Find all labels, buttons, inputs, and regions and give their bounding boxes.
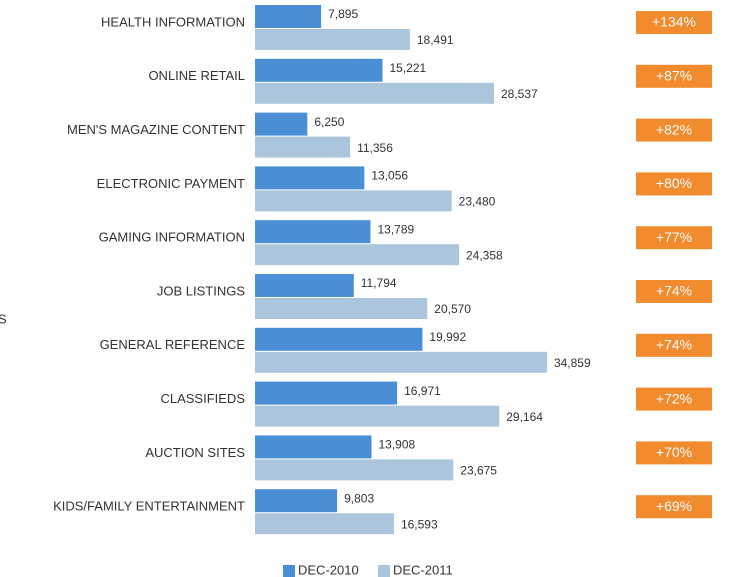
value-label: 11,356 <box>357 141 393 155</box>
bar <box>255 327 423 351</box>
value-label: 9,803 <box>344 491 374 505</box>
bar <box>255 112 308 136</box>
change-badge <box>636 387 712 411</box>
value-label: 20,570 <box>434 302 471 316</box>
value-label: 11,794 <box>361 276 397 290</box>
bar <box>255 29 410 50</box>
change-label: +69% <box>656 498 692 514</box>
bar <box>255 58 383 82</box>
value-label: 13,908 <box>378 438 415 452</box>
change-label: +134% <box>652 14 696 30</box>
change-label: +70% <box>656 444 692 460</box>
change-label: +74% <box>656 337 692 353</box>
value-label: 23,675 <box>460 464 497 478</box>
bar <box>255 136 351 158</box>
bar <box>255 489 338 513</box>
change-label: +72% <box>656 390 692 406</box>
change-label: +74% <box>656 283 692 299</box>
value-label: 16,593 <box>401 517 438 531</box>
bar <box>255 244 459 266</box>
legend-swatch <box>283 565 295 577</box>
value-label: 23,480 <box>459 195 496 209</box>
bar <box>255 405 500 427</box>
bar <box>255 166 365 190</box>
value-label: 13,056 <box>371 169 408 183</box>
change-badge <box>636 441 712 465</box>
change-label: +82% <box>656 121 692 137</box>
bar <box>255 220 371 244</box>
bar <box>255 381 398 405</box>
bar <box>255 5 322 28</box>
category-label: CLASSIFIEDS <box>160 391 245 406</box>
bar <box>255 274 354 297</box>
legend-label: DEC-2011 <box>393 562 453 577</box>
bar <box>255 513 394 535</box>
bar <box>255 82 494 104</box>
value-label: 6,250 <box>314 115 344 129</box>
change-badge <box>636 172 712 196</box>
category-label: MEN'S MAGAZINE CONTENT <box>67 122 245 137</box>
value-label: 28,537 <box>501 87 538 101</box>
change-badge <box>636 226 712 250</box>
category-label: JOB LISTINGS <box>157 283 245 298</box>
value-label: 7,895 <box>328 7 358 21</box>
category-label: AUCTION SITES <box>145 445 245 460</box>
value-label: 24,358 <box>466 248 503 262</box>
bar <box>255 351 547 373</box>
category-label: GAMING INFORMATION <box>99 230 245 245</box>
category-label: GENERAL REFERENCE <box>100 337 246 352</box>
change-badge <box>636 118 712 142</box>
category-label: HEALTH INFORMATION <box>101 14 245 29</box>
value-label: 18,491 <box>417 33 454 47</box>
value-label: 16,971 <box>404 384 441 398</box>
value-label: 19,992 <box>429 330 466 344</box>
change-label: +87% <box>656 68 692 84</box>
change-label: +80% <box>656 175 692 191</box>
legend-label: DEC-2010 <box>298 562 359 577</box>
category-label: KIDS/FAMILY ENTERTAINMENT <box>53 499 245 514</box>
value-label: 34,859 <box>554 356 591 370</box>
change-badge <box>636 11 712 34</box>
change-label: +77% <box>656 229 692 245</box>
bar <box>255 298 428 319</box>
category-label: ELECTRONIC PAYMENT <box>97 176 245 191</box>
value-label: 13,789 <box>377 222 414 236</box>
bar <box>255 459 454 481</box>
bar <box>255 190 452 212</box>
change-badge <box>636 333 712 357</box>
change-badge <box>636 64 712 88</box>
category-label: ONLINE RETAIL <box>148 68 245 83</box>
change-badge <box>636 280 712 303</box>
legend-swatch <box>378 565 390 577</box>
side-label: S <box>0 311 7 326</box>
value-label: 15,221 <box>389 61 426 75</box>
change-badge <box>636 495 712 519</box>
value-label: 29,164 <box>506 410 543 424</box>
bar <box>255 435 372 459</box>
